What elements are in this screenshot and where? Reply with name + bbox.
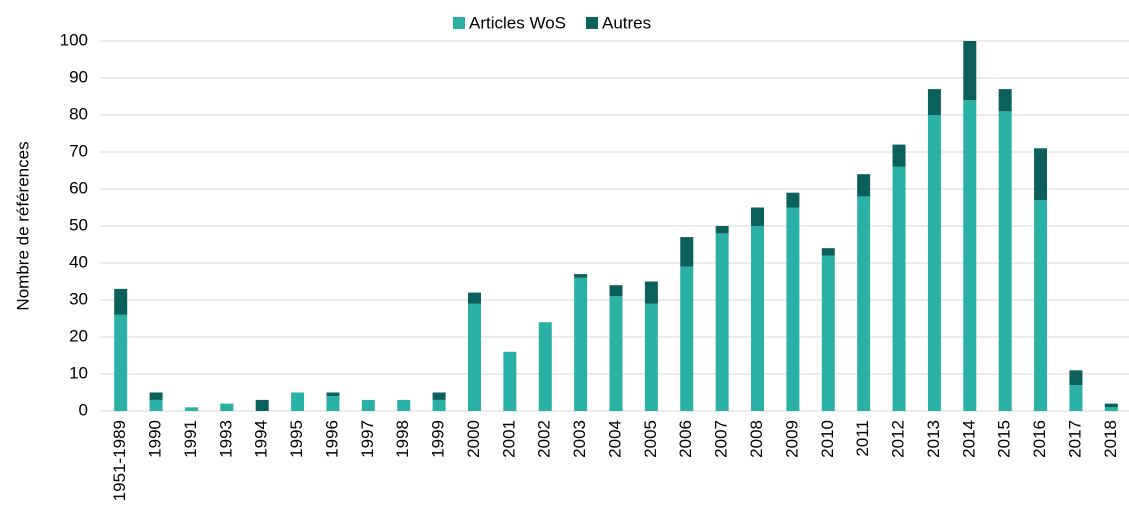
bar-segment <box>1034 200 1048 411</box>
x-tick-label: 1995 <box>287 420 306 458</box>
bar-segment <box>538 322 552 411</box>
x-tick-label: 2011 <box>853 420 872 457</box>
x-tick-label: 2014 <box>959 420 978 458</box>
bar-segment <box>998 111 1012 412</box>
y-tick-label: 10 <box>69 363 88 382</box>
y-tick-label: 90 <box>69 67 88 86</box>
x-tick-label: 2004 <box>605 420 624 458</box>
bar-segment <box>432 392 446 400</box>
bar-segment <box>680 237 694 267</box>
x-tick-label: 2013 <box>924 420 943 458</box>
bar-segment <box>680 266 694 411</box>
y-tick-label: 80 <box>69 104 88 123</box>
bar-segment <box>114 288 128 315</box>
y-tick-label: 100 <box>60 30 88 49</box>
bar-segment <box>114 314 128 411</box>
x-tick-label: 2009 <box>782 420 801 458</box>
legend-swatch <box>586 17 598 29</box>
x-tick-label: 1951-1989 <box>110 420 129 501</box>
x-tick-label: 2012 <box>889 420 908 458</box>
bar-segment <box>786 192 800 208</box>
bar-segment <box>574 277 588 411</box>
bar-segment <box>644 281 658 304</box>
y-tick-label: 50 <box>69 215 88 234</box>
bar-segment <box>998 89 1012 112</box>
bar-segment <box>751 226 765 411</box>
y-tick-label: 20 <box>69 326 88 345</box>
bar-segment <box>821 255 835 411</box>
bar-segment <box>963 41 977 101</box>
bar-segment <box>1034 148 1048 201</box>
x-tick-label: 2018 <box>1101 420 1120 458</box>
bar-segment <box>184 407 198 411</box>
x-tick-label: 2000 <box>464 420 483 458</box>
x-tick-label: 2002 <box>535 420 554 458</box>
x-tick-label: 2016 <box>1030 420 1049 458</box>
bar-segment <box>1069 370 1083 386</box>
legend-label: Articles WoS <box>469 13 566 32</box>
x-tick-label: 1997 <box>358 420 377 458</box>
bar-segment <box>361 399 375 411</box>
x-tick-label: 1990 <box>146 420 165 458</box>
y-tick-label: 0 <box>79 400 88 419</box>
bar-segment <box>1104 403 1118 408</box>
x-tick-label: 2006 <box>676 420 695 458</box>
x-tick-label: 2007 <box>712 420 731 458</box>
x-tick-label: 2008 <box>747 420 766 458</box>
bar-segment <box>786 207 800 411</box>
bar-segment <box>857 196 871 411</box>
bar-segment <box>715 233 729 411</box>
x-tick-label: 1993 <box>216 420 235 458</box>
x-tick-label: 1994 <box>252 420 271 458</box>
bar-segment <box>892 166 906 411</box>
bar-segment <box>751 207 765 226</box>
x-tick-label: 2001 <box>499 420 518 458</box>
bar-segment <box>326 396 340 411</box>
x-tick-label: 2017 <box>1065 420 1084 458</box>
bar-segment <box>149 392 163 400</box>
bar-segment <box>927 115 941 411</box>
bar-segment <box>644 303 658 411</box>
bar-segment <box>467 303 481 411</box>
bar-segment <box>432 399 446 411</box>
bar-segment <box>857 174 871 197</box>
x-tick-label: 1999 <box>429 420 448 458</box>
bar-segment <box>1104 407 1118 411</box>
legend-label: Autres <box>602 13 651 32</box>
bar-segment <box>326 392 340 397</box>
x-tick-label: 1996 <box>322 420 341 458</box>
x-tick-label: 2005 <box>641 420 660 458</box>
y-tick-label: 60 <box>69 178 88 197</box>
x-tick-label: 2015 <box>995 420 1014 458</box>
bar-segment <box>892 144 906 167</box>
x-tick-label: 1998 <box>393 420 412 458</box>
bar-segment <box>927 89 941 115</box>
bar-segment <box>609 296 623 411</box>
bar-segment <box>609 285 623 297</box>
bar-segment <box>963 100 977 411</box>
bar-segment <box>255 399 269 411</box>
y-tick-label: 40 <box>69 252 88 271</box>
x-tick-label: 1991 <box>181 420 200 458</box>
bar-segment <box>467 292 481 304</box>
bar-segment <box>574 274 588 278</box>
y-tick-label: 30 <box>69 289 88 308</box>
x-tick-label: 2003 <box>570 420 589 458</box>
bar-segment <box>1069 385 1083 411</box>
y-tick-label: 70 <box>69 141 88 160</box>
legend-swatch <box>453 17 465 29</box>
y-axis-label: Nombre de références <box>13 141 32 310</box>
bar-segment <box>220 403 234 411</box>
bar-segment <box>291 392 305 411</box>
bar-segment <box>503 351 517 411</box>
bar-segment <box>397 399 411 411</box>
bar-segment <box>149 399 163 411</box>
bar-segment <box>821 248 835 256</box>
bar-segment <box>715 226 729 234</box>
x-tick-label: 2010 <box>818 420 837 458</box>
